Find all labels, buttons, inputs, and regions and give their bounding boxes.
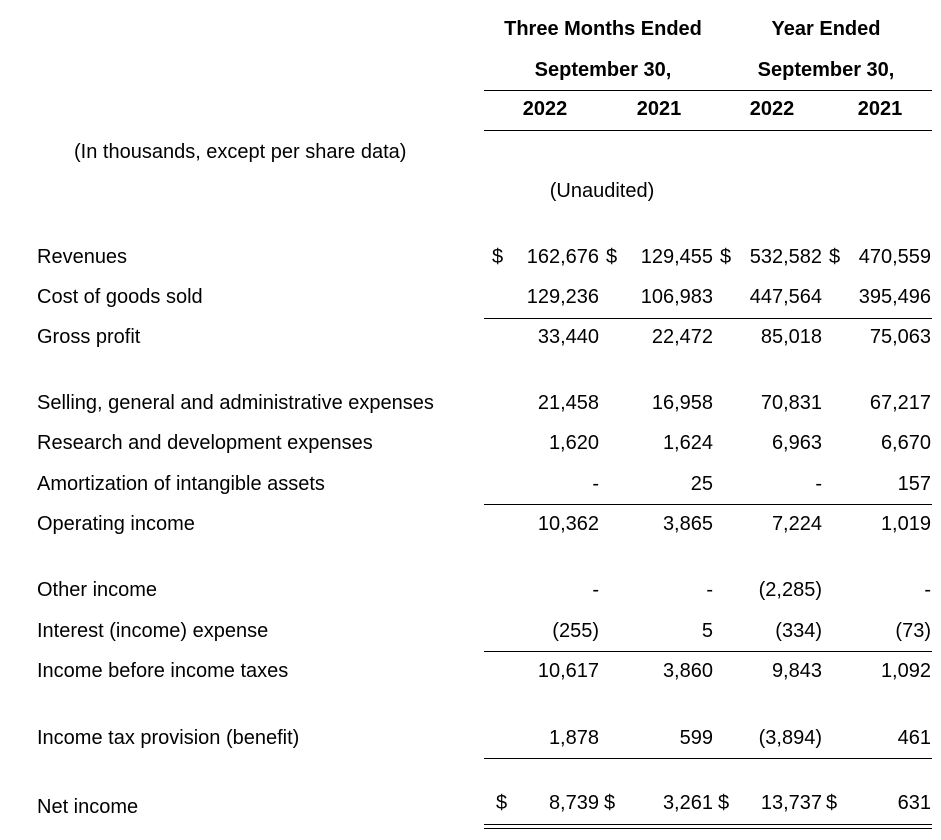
revenues-y-2022: 532,582 <box>749 246 822 268</box>
header-rule-bottom <box>484 130 932 131</box>
sga-q-2022: 21,458 <box>537 392 599 414</box>
other-income-y-2022: (2,285) <box>758 579 822 601</box>
row-label-amortization: Amortization of intangible assets <box>37 473 325 495</box>
subtotal-rule <box>484 758 932 759</box>
year-header-y-2022: 2022 <box>749 98 795 120</box>
currency-symbol: $ <box>718 792 730 814</box>
row-label-sga: Selling, general and administrative expe… <box>37 392 434 414</box>
sga-y-2022: 70,831 <box>760 392 822 414</box>
year-header-q-2022: 2022 <box>522 98 568 120</box>
income-tax-y-2021: 461 <box>897 727 931 749</box>
cogs-y-2021: 395,496 <box>858 286 931 308</box>
pretax-income-q-2022: 10,617 <box>537 660 599 682</box>
cogs-q-2021: 106,983 <box>640 286 713 308</box>
row-label-other-income: Other income <box>37 579 158 601</box>
rnd-y-2022: 6,963 <box>771 432 822 454</box>
year-header-q-2021: 2021 <box>636 98 682 120</box>
row-label-cogs: Cost of goods sold <box>37 286 203 308</box>
currency-symbol: $ <box>604 792 616 814</box>
header-three-months-line2: September 30, <box>534 59 672 81</box>
currency-symbol: $ <box>492 246 504 268</box>
rnd-q-2021: 1,624 <box>662 432 713 454</box>
pretax-income-y-2022: 9,843 <box>771 660 822 682</box>
amortization-q-2021: 25 <box>690 473 713 495</box>
sga-q-2021: 16,958 <box>651 392 713 414</box>
header-year-ended-line1: Year Ended <box>771 18 881 40</box>
sga-y-2021: 67,217 <box>869 392 931 414</box>
rnd-y-2021: 6,670 <box>880 432 931 454</box>
other-income-q-2021: - <box>706 579 713 601</box>
units-note: (In thousands, except per share data) <box>74 141 407 163</box>
header-three-months-line1: Three Months Ended <box>504 18 702 40</box>
currency-symbol: $ <box>826 792 838 814</box>
net-income-y-2022: 13,737 <box>760 792 822 814</box>
revenues-q-2021: 129,455 <box>640 246 713 268</box>
operating-income-y-2021: 1,019 <box>880 513 931 535</box>
subtotal-rule <box>484 504 932 505</box>
row-label-gross-profit: Gross profit <box>37 326 141 348</box>
total-double-rule-upper <box>484 824 932 825</box>
currency-symbol: $ <box>496 792 508 814</box>
pretax-income-q-2021: 3,860 <box>662 660 713 682</box>
interest-q-2021: 5 <box>701 620 713 642</box>
cogs-q-2022: 129,236 <box>526 286 599 308</box>
net-income-q-2021: 3,261 <box>662 792 713 814</box>
year-header-y-2021: 2021 <box>857 98 903 120</box>
row-label-pretax-income: Income before income taxes <box>37 660 289 682</box>
subtotal-rule <box>484 651 932 652</box>
income-tax-y-2022: (3,894) <box>758 727 822 749</box>
currency-symbol: $ <box>606 246 618 268</box>
subtotal-rule <box>484 318 932 319</box>
revenues-y-2021: 470,559 <box>858 246 931 268</box>
cogs-y-2022: 447,564 <box>749 286 822 308</box>
gross-profit-q-2022: 33,440 <box>537 326 599 348</box>
other-income-y-2021: - <box>924 579 931 601</box>
revenues-q-2022: 162,676 <box>526 246 599 268</box>
income-tax-q-2022: 1,878 <box>548 727 599 749</box>
gross-profit-q-2021: 22,472 <box>651 326 713 348</box>
currency-symbol: $ <box>720 246 732 268</box>
row-label-rnd: Research and development expenses <box>37 432 373 454</box>
row-label-interest: Interest (income) expense <box>37 620 269 642</box>
currency-symbol: $ <box>829 246 841 268</box>
amortization-y-2022: - <box>815 473 822 495</box>
header-rule-top <box>484 90 932 91</box>
net-income-y-2021: 631 <box>897 792 931 814</box>
other-income-q-2022: - <box>592 579 599 601</box>
unaudited-note: (Unaudited) <box>549 180 655 202</box>
row-label-net-income: Net income <box>37 796 139 818</box>
operating-income-q-2021: 3,865 <box>662 513 713 535</box>
gross-profit-y-2021: 75,063 <box>869 326 931 348</box>
interest-y-2021: (73) <box>895 620 931 642</box>
row-label-income-tax: Income tax provision (benefit) <box>37 727 300 749</box>
pretax-income-y-2021: 1,092 <box>880 660 931 682</box>
income-tax-q-2021: 599 <box>679 727 713 749</box>
interest-y-2022: (334) <box>775 620 822 642</box>
rnd-q-2022: 1,620 <box>548 432 599 454</box>
interest-q-2022: (255) <box>552 620 599 642</box>
row-label-revenues: Revenues <box>37 246 128 268</box>
total-double-rule-lower <box>484 828 932 829</box>
amortization-q-2022: - <box>592 473 599 495</box>
net-income-q-2022: 8,739 <box>548 792 599 814</box>
operating-income-y-2022: 7,224 <box>771 513 822 535</box>
header-year-ended-line2: September 30, <box>757 59 895 81</box>
amortization-y-2021: 157 <box>897 473 931 495</box>
row-label-operating-income: Operating income <box>37 513 195 535</box>
operating-income-q-2022: 10,362 <box>537 513 599 535</box>
gross-profit-y-2022: 85,018 <box>760 326 822 348</box>
